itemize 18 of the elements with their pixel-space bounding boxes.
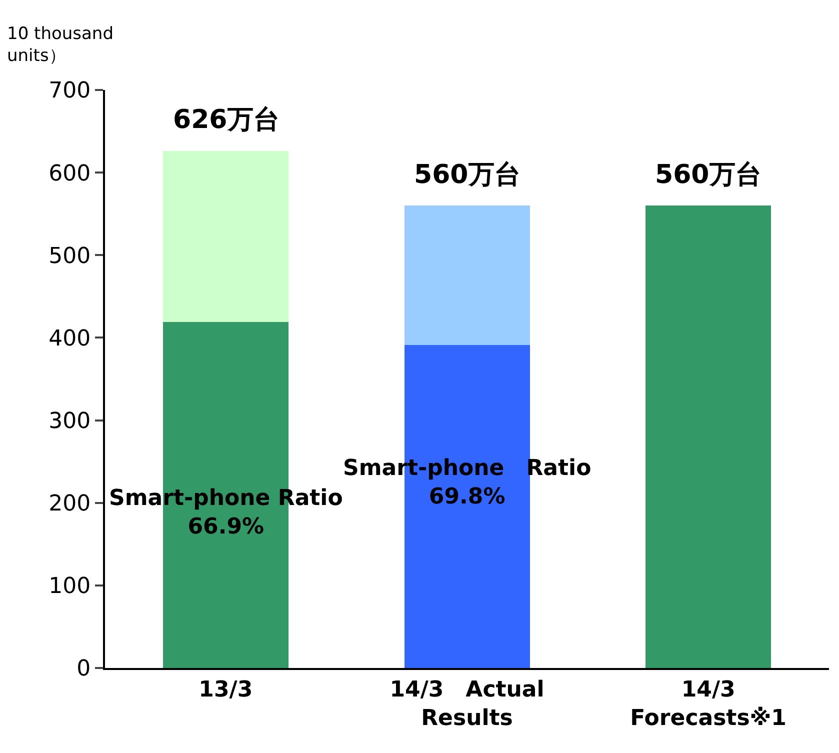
total-label: 560万台 — [414, 160, 520, 190]
y-axis-title: 10 thousand units） — [7, 24, 114, 66]
y-tick-label: 700 — [48, 78, 91, 104]
y-tick-label: 0 — [76, 656, 91, 682]
y-tick-label: 500 — [48, 244, 91, 269]
bar — [646, 206, 772, 668]
y-tick-label: 600 — [48, 161, 91, 186]
bar — [404, 206, 530, 346]
x-tick-label: 14/3 Actual Results — [390, 677, 544, 731]
bar — [162, 151, 288, 322]
y-tick-label: 100 — [48, 574, 91, 600]
total-label: 626万台 — [173, 105, 280, 135]
total-label: 560万台 — [655, 160, 762, 190]
x-tick-label: 13/3 — [198, 677, 253, 702]
y-tick-label: 300 — [48, 408, 91, 434]
y-tick-label: 400 — [48, 326, 91, 352]
x-tick-label: 14/3 Forecasts※1 — [630, 677, 786, 731]
y-tick-label: 200 — [48, 492, 91, 517]
